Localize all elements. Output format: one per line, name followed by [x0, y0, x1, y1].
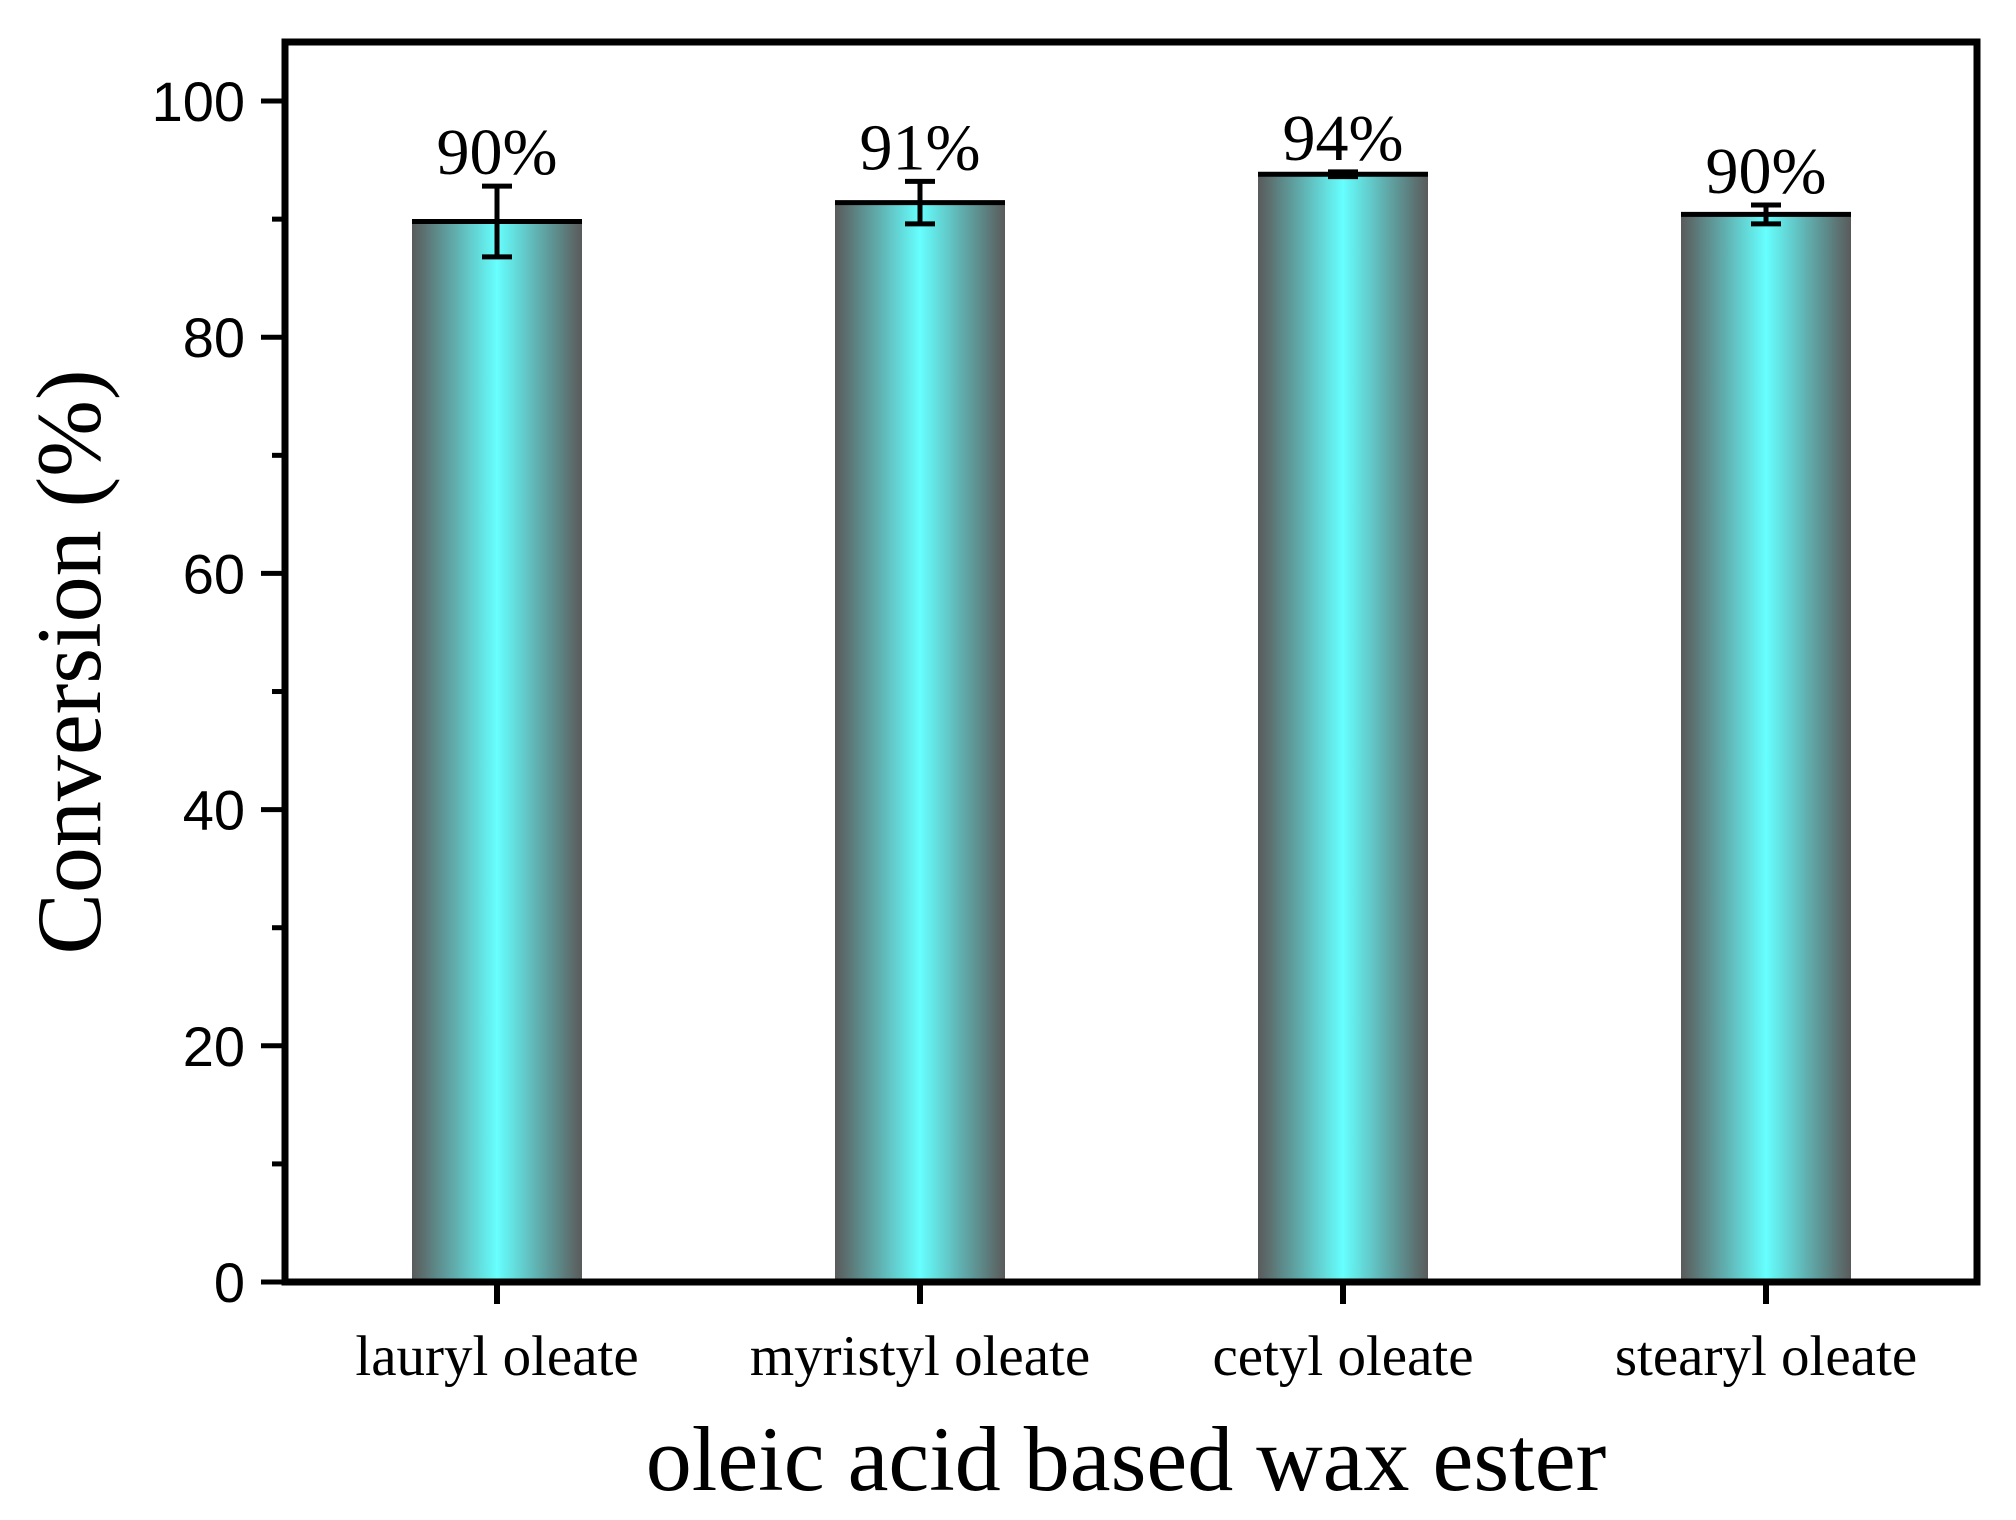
error-bar — [482, 183, 512, 260]
data-label: 91% — [860, 111, 981, 184]
data-label: 94% — [1283, 102, 1404, 175]
bar-group: 94% — [1258, 102, 1428, 1283]
data-label: 90% — [437, 116, 558, 189]
bar — [1258, 174, 1428, 1283]
error-bar — [905, 178, 935, 227]
y-tick-label: 40 — [183, 779, 245, 842]
y-tick-label: 100 — [152, 70, 245, 133]
data-label: 90% — [1706, 135, 1827, 208]
y-tick-label: 20 — [183, 1015, 245, 1078]
y-axis-title: Conversion (%) — [18, 369, 120, 954]
bar — [1681, 214, 1851, 1282]
y-tick-label: 60 — [183, 542, 245, 605]
y-tick-label: 0 — [214, 1251, 245, 1314]
y-tick-label: 80 — [183, 306, 245, 369]
bar — [412, 221, 582, 1282]
x-tick-label: stearyl oleate — [1615, 1325, 1917, 1388]
bar-group: 90% — [412, 116, 582, 1282]
x-tick-label: myristyl oleate — [750, 1325, 1090, 1388]
error-bar — [1328, 169, 1358, 180]
plot-frame — [281, 38, 1981, 1286]
bar-group: 91% — [835, 111, 1005, 1283]
x-tick-label: cetyl oleate — [1212, 1325, 1473, 1388]
x-tick-label: lauryl oleate — [355, 1325, 638, 1388]
x-axis-title: oleic acid based wax ester — [646, 1408, 1606, 1510]
bar — [835, 202, 1005, 1283]
bar-group: 90% — [1681, 135, 1851, 1282]
axes: lauryl oleate myristyl oleate cetyl oleate… — [152, 70, 1918, 1388]
bars: 90% 91% 94% 90% — [412, 102, 1851, 1283]
error-bar — [1751, 202, 1781, 227]
